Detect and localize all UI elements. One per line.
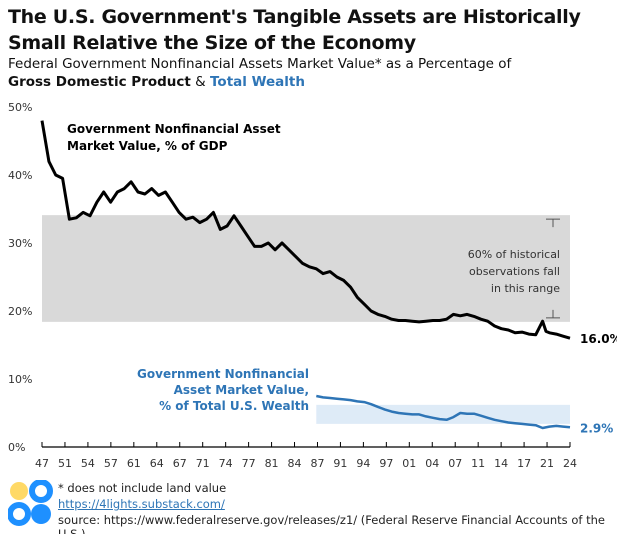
y-tick-label: 0% bbox=[8, 441, 25, 454]
x-tick-label: 54 bbox=[81, 457, 95, 470]
substack-link[interactable]: https://4lights.substack.com/ bbox=[58, 497, 225, 511]
x-tick-label: 71 bbox=[196, 457, 210, 470]
wealth-end-label: 2.9% bbox=[580, 421, 613, 435]
x-tick-label: 47 bbox=[35, 457, 49, 470]
band-top-marker bbox=[546, 218, 560, 228]
gdp-series-label: Government Nonfinancial Asset bbox=[67, 122, 281, 136]
subtitle-line1: Federal Government Nonfinancial Assets M… bbox=[8, 56, 512, 72]
subtitle-amp: & bbox=[195, 74, 206, 90]
x-tick-label: 11 bbox=[471, 457, 485, 470]
x-tick-label: 74 bbox=[219, 457, 233, 470]
footnote: * does not include land value bbox=[58, 481, 227, 495]
wealth-series-label: Government Nonfinancial bbox=[137, 367, 309, 381]
x-tick-label: 61 bbox=[127, 457, 141, 470]
wealth-series-label: % of Total U.S. Wealth bbox=[159, 399, 309, 413]
chart-subtitle: Federal Government Nonfinancial Assets M… bbox=[8, 55, 511, 91]
wealth-series-line bbox=[316, 394, 571, 430]
source-note: source: https://www.federalreserve.gov/r… bbox=[58, 513, 605, 534]
chart-title: The U.S. Government's Tangible Assets ar… bbox=[8, 6, 581, 54]
band-annotation: in this range bbox=[491, 282, 560, 295]
subtitle-gdp: Gross Domestic Product bbox=[8, 74, 191, 90]
x-tick-label: 91 bbox=[333, 457, 347, 470]
x-tick-label: 24 bbox=[563, 457, 577, 470]
x-tick-label: 77 bbox=[242, 457, 256, 470]
x-tick-label: 01 bbox=[402, 457, 416, 470]
y-tick-label: 10% bbox=[8, 373, 32, 386]
subtitle-wealth: Total Wealth bbox=[210, 74, 305, 90]
x-tick-label: 07 bbox=[448, 457, 462, 470]
wealth-series-label: Asset Market Value, bbox=[174, 383, 309, 397]
x-tick-label: 97 bbox=[379, 457, 393, 470]
x-tick-label: 57 bbox=[104, 457, 118, 470]
band-bottom-marker bbox=[546, 309, 560, 319]
x-tick-label: 64 bbox=[150, 457, 164, 470]
x-tick-label: 17 bbox=[517, 457, 531, 470]
gdp-range-band bbox=[42, 215, 570, 322]
y-tick-label: 40% bbox=[8, 169, 32, 182]
band-annotation: 60% of historical bbox=[468, 248, 560, 261]
y-tick-label: 30% bbox=[8, 237, 32, 250]
y-tick-label: 50% bbox=[8, 101, 32, 114]
x-tick-label: 87 bbox=[310, 457, 324, 470]
x-tick-label: 14 bbox=[494, 457, 508, 470]
gdp-end-label: 16.0% bbox=[580, 332, 617, 346]
gdp-series-line bbox=[40, 120, 571, 340]
band-annotation: observations fall bbox=[469, 265, 560, 278]
logo-icon bbox=[8, 480, 53, 526]
wealth-range-band bbox=[316, 404, 570, 424]
x-tick-label: 94 bbox=[356, 457, 370, 470]
x-tick-label: 21 bbox=[540, 457, 554, 470]
x-tick-label: 04 bbox=[425, 457, 439, 470]
x-tick-label: 67 bbox=[173, 457, 187, 470]
x-tick-label: 84 bbox=[288, 457, 302, 470]
y-tick-label: 20% bbox=[8, 305, 32, 318]
x-tick-label: 51 bbox=[58, 457, 72, 470]
x-tick-label: 81 bbox=[265, 457, 279, 470]
gdp-series-label: Market Value, % of GDP bbox=[67, 139, 228, 153]
